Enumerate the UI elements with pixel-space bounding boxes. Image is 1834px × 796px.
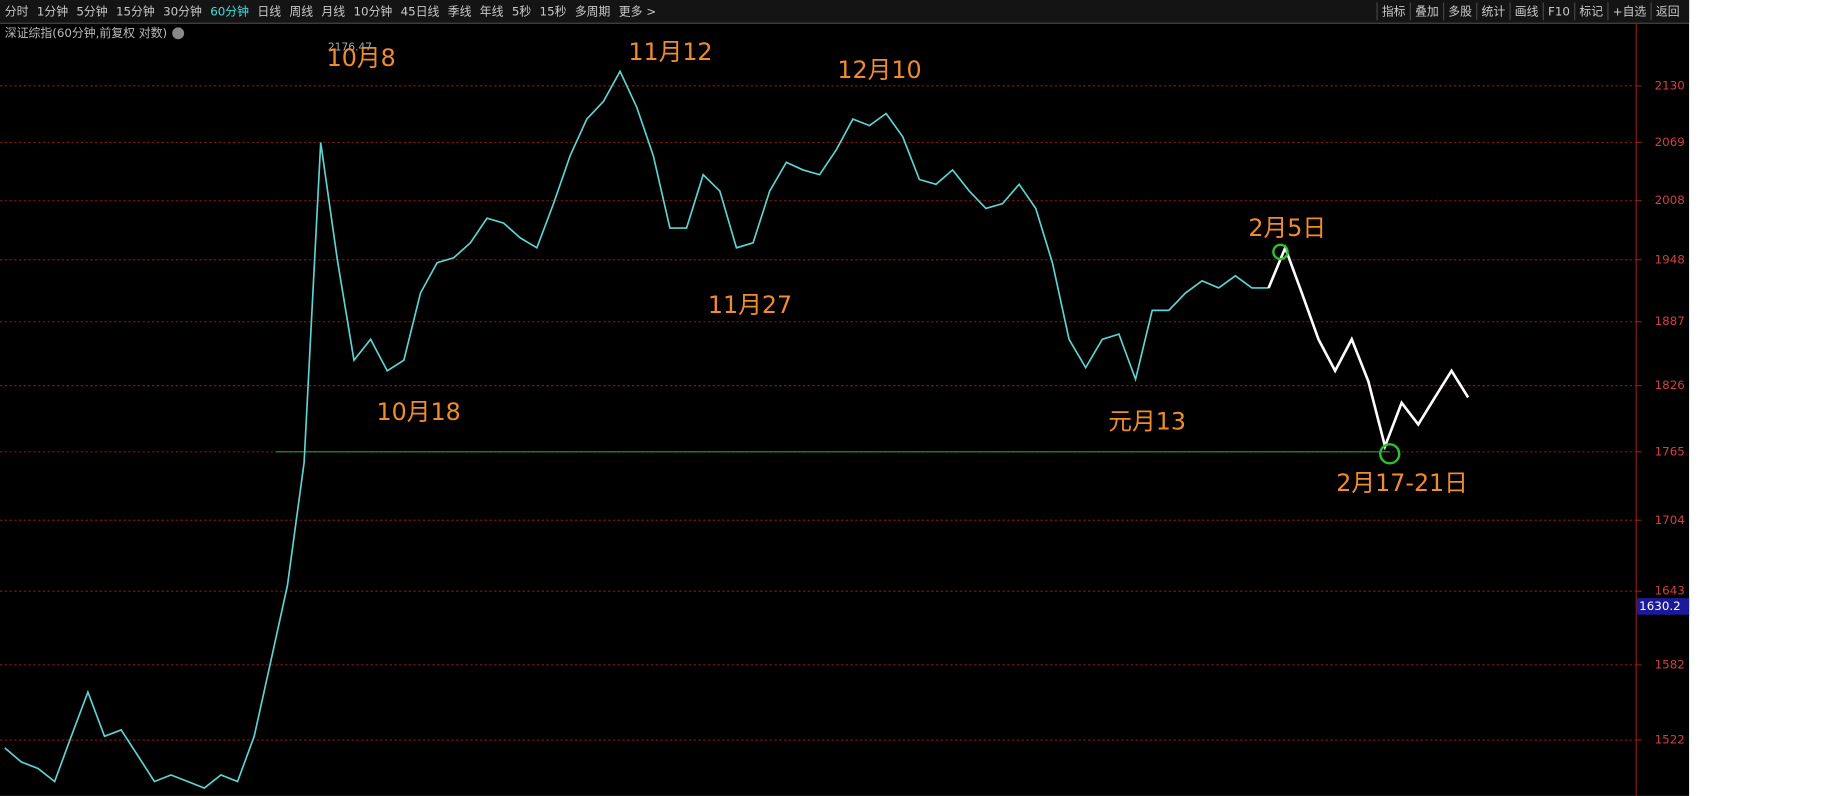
annotation: 2月5日 xyxy=(1248,214,1326,242)
last-price-label: 1630.2 xyxy=(1639,599,1681,613)
y-tick-label: 1522 xyxy=(1655,733,1685,747)
y-tick-label: 2130 xyxy=(1655,78,1685,92)
annotation: 元月13 xyxy=(1108,407,1186,435)
toolbar-item[interactable]: 年线 xyxy=(480,4,504,18)
toolbar-item[interactable]: 5秒 xyxy=(512,4,532,18)
toolbar xyxy=(0,0,1690,23)
last-price-box xyxy=(1636,598,1690,615)
toolbar-button[interactable]: +自选 xyxy=(1613,4,1647,18)
toolbar-button[interactable]: 画线 xyxy=(1515,4,1539,18)
toolbar-button[interactable]: 叠加 xyxy=(1415,4,1439,18)
toolbar-item[interactable]: 月线 xyxy=(321,4,345,18)
toolbar-item[interactable]: 30分钟 xyxy=(163,4,202,18)
annotation: 10月18 xyxy=(377,398,461,426)
toolbar-item[interactable]: 日线 xyxy=(257,4,281,18)
toolbar-button[interactable]: 指标 xyxy=(1382,4,1406,18)
annotation: 12月10 xyxy=(837,56,921,84)
toolbar-item[interactable]: 45日线 xyxy=(401,4,440,18)
toolbar-button[interactable]: F10 xyxy=(1548,4,1570,18)
annotation: 11月12 xyxy=(628,38,712,66)
y-tick-label: 1704 xyxy=(1655,513,1685,527)
annotation: 11月27 xyxy=(708,291,792,319)
toolbar-item[interactable]: 多周期 xyxy=(575,4,611,18)
toolbar-button[interactable]: 多股 xyxy=(1448,4,1472,18)
toolbar-item[interactable]: 更多 > xyxy=(619,4,656,18)
annotation: 2月17-21日 xyxy=(1336,469,1468,497)
toolbar-item[interactable]: 15秒 xyxy=(540,4,567,18)
toolbar-item[interactable]: 60分钟 xyxy=(210,4,249,18)
annotation: 10月8 xyxy=(327,44,396,72)
y-tick-label: 2008 xyxy=(1655,193,1685,207)
chart-background xyxy=(0,0,1690,796)
highlight-circle xyxy=(1379,443,1401,465)
y-tick-label: 1948 xyxy=(1655,252,1685,266)
y-tick-label: 1826 xyxy=(1655,378,1685,392)
toolbar-button[interactable]: 返回 xyxy=(1656,4,1680,18)
toolbar-button[interactable]: 标记 xyxy=(1579,4,1603,18)
price-line xyxy=(4,69,1269,789)
toolbar-item[interactable]: 10分钟 xyxy=(353,4,392,18)
toolbar-item[interactable]: 周线 xyxy=(289,4,313,18)
toolbar-item[interactable]: 分时 xyxy=(5,4,29,18)
y-tick-label: 1643 xyxy=(1655,584,1685,598)
toolbar-item[interactable]: 5分钟 xyxy=(76,4,107,18)
toolbar-item[interactable]: 1分钟 xyxy=(37,4,68,18)
y-tick-label: 1887 xyxy=(1655,314,1685,328)
highlight-circle xyxy=(1272,243,1289,261)
y-tick-label: 1582 xyxy=(1655,657,1685,671)
price-line xyxy=(1267,244,1470,451)
chart-title: 深证综指(60分钟,前复权 对数) xyxy=(5,26,167,40)
y-tick-label: 1765 xyxy=(1655,444,1685,458)
max-price-label: 2176.47 xyxy=(328,41,372,54)
y-tick-label: 2069 xyxy=(1655,135,1685,149)
title-dropdown[interactable] xyxy=(172,27,185,40)
toolbar-item[interactable]: 15分钟 xyxy=(116,4,155,18)
toolbar-item[interactable]: 季线 xyxy=(448,4,472,18)
toolbar-button[interactable]: 统计 xyxy=(1482,4,1506,18)
